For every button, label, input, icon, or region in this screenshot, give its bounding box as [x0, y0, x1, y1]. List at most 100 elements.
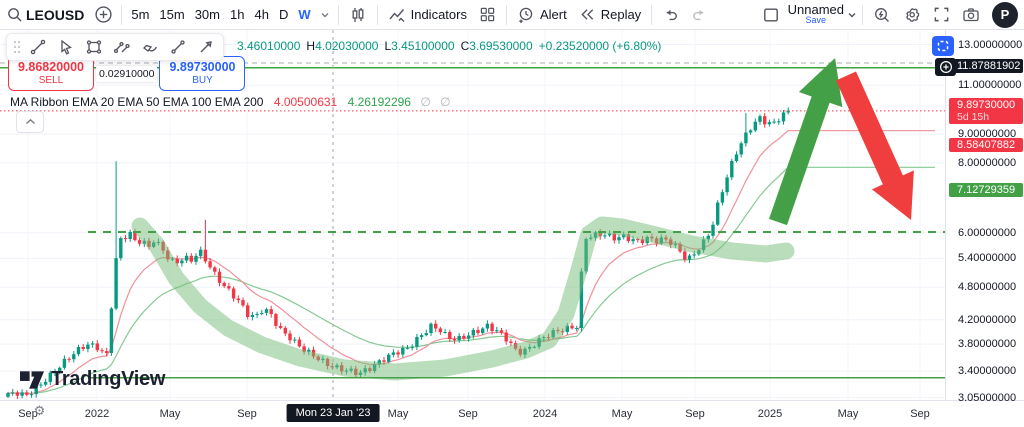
trade-panel: 9.86820000 SELL 0.02910000 9.89730000 BU… [8, 56, 246, 91]
price-badge-red: 9.89730000 5d 15h [949, 97, 1023, 124]
alert-button[interactable]: Alert [511, 3, 573, 27]
timeframe-D[interactable]: D [278, 7, 289, 22]
sell-button[interactable]: 9.86820000 SELL [8, 56, 94, 91]
settings-gear-icon[interactable] [897, 3, 927, 27]
chart-canvas[interactable] [0, 30, 945, 400]
candle-body [43, 381, 48, 385]
candle-body [509, 341, 513, 343]
price-axis-label: 13.00000000 [958, 38, 1023, 51]
add-alert-plus-button[interactable] [935, 58, 956, 76]
candle-body [302, 346, 306, 352]
parallel-channel-tool[interactable] [109, 36, 135, 58]
price-axis-label: 3.40000000 [958, 365, 1017, 378]
close-value: 3.69530000 [469, 39, 533, 53]
tradingview-logo-icon [20, 371, 45, 389]
save-label[interactable]: Save [805, 14, 827, 25]
candle-body [250, 314, 255, 317]
empty-value-icon: ∅ [440, 95, 451, 109]
undo-button[interactable] [656, 3, 685, 27]
candle-body [739, 143, 743, 155]
search-icon[interactable] [6, 6, 23, 23]
price-axis-label: 5.40000000 [958, 252, 1017, 265]
candle-body [11, 392, 15, 394]
cursor-tool[interactable] [53, 36, 79, 58]
candle-body [184, 255, 189, 261]
price-axis-label: 3.05000000 [958, 391, 1017, 404]
candle-body [396, 352, 400, 355]
timeframe-W[interactable]: W [298, 7, 311, 22]
trend-line-tool[interactable] [25, 36, 51, 58]
candle-body [730, 161, 734, 178]
candle-body [504, 332, 508, 342]
symbol-button[interactable]: LEOUSD [26, 6, 85, 23]
candle-body [758, 116, 762, 122]
drawn-arrow-down[interactable] [825, 67, 932, 230]
restore-chart-button[interactable] [932, 36, 954, 56]
brush-tool[interactable] [137, 36, 163, 58]
time-axis-label: May [837, 408, 859, 420]
top-toolbar: LEOUSD 5m 15m 30m 1h 4h D W Indicators Alert R… [0, 0, 1024, 30]
timeframe-30m[interactable]: 30m [194, 7, 220, 22]
arrow-tool[interactable] [193, 36, 219, 58]
fullscreen-icon[interactable] [927, 3, 956, 27]
plus-circle-icon [939, 60, 952, 74]
layout-name-button[interactable]: Unnamed Save [787, 1, 844, 26]
indicator-legend-row[interactable]: MA Ribbon EMA 20 EMA 50 EMA 100 EMA 200 … [10, 95, 451, 109]
candle-body [452, 339, 457, 341]
candle-body [575, 328, 579, 329]
price-axis-label: 4.20000000 [958, 313, 1017, 326]
candle-body [246, 305, 250, 317]
candle-body [419, 335, 424, 337]
alert-label: Alert [539, 7, 567, 22]
candle-body [744, 132, 748, 144]
price-axis-label: 9.00000000 [958, 128, 1017, 141]
price-axis[interactable]: 13.00000000 11.00000000 9.00000000 8.000000… [945, 30, 1024, 404]
candle-body [189, 255, 193, 262]
indicators-button[interactable]: Indicators [382, 3, 473, 27]
replay-button[interactable]: Replay [573, 3, 647, 27]
chevron-up-icon [25, 118, 35, 125]
time-axis[interactable]: Mon 23 Jan '23 Sep 2022 May Sep May Sep 2024 Ma… [0, 400, 1024, 427]
chevron-down-icon[interactable] [846, 9, 858, 21]
timeframe-1h[interactable]: 1h [230, 7, 245, 22]
timeframe-15m[interactable]: 15m [159, 7, 185, 22]
price-axis-label: 8.00000000 [958, 156, 1017, 169]
price-badge-dark: 11.87881902 [949, 59, 1023, 73]
quick-search-icon[interactable] [867, 3, 897, 27]
chart-style-icon[interactable] [343, 3, 373, 27]
chevron-down-icon[interactable] [319, 9, 331, 21]
drag-handle-icon[interactable] [11, 40, 23, 54]
price-chart[interactable] [0, 30, 945, 400]
candle-body [133, 231, 137, 241]
indicator-title: MA Ribbon EMA 20 EMA 50 EMA 100 EMA 200 [10, 95, 264, 109]
layout-panel-icon[interactable] [756, 3, 786, 27]
candle-body [293, 339, 297, 341]
timeframe-5m[interactable]: 5m [131, 7, 150, 22]
candle-body [86, 344, 90, 349]
candle-body [603, 235, 607, 237]
indicator-templates-icon[interactable] [473, 3, 502, 27]
crosshair-date-badge: Mon 23 Jan '23 [286, 404, 380, 422]
line-tool[interactable] [165, 36, 191, 58]
axis-settings-gear-icon[interactable]: ⚙ [33, 403, 46, 418]
publish-button[interactable]: P [992, 1, 1018, 28]
candle-body [481, 328, 485, 333]
candle-body [734, 154, 739, 161]
compare-add-icon[interactable] [94, 5, 113, 24]
timeframe-4h[interactable]: 4h [254, 7, 269, 22]
drawn-ribbon[interactable] [131, 216, 795, 381]
rectangle-tool[interactable] [81, 36, 107, 58]
buy-button[interactable]: 9.89730000 BUY [159, 56, 246, 91]
redo-button[interactable] [685, 3, 714, 27]
ohlc-status-row: 3.46010000 H4.02030000 L3.45100000 C3.69530… [237, 39, 661, 53]
candle-body [424, 333, 428, 336]
ema-slow-line [7, 166, 935, 394]
collapse-pane-button[interactable] [16, 111, 44, 133]
drawn-arrow-up[interactable] [756, 50, 857, 229]
price-axis-label: 4.80000000 [958, 281, 1017, 294]
layout-name: Unnamed [787, 1, 844, 17]
change-value: +0.23520000 (+6.80%) [538, 39, 662, 53]
candle-body [767, 122, 772, 125]
screenshot-camera-icon[interactable] [956, 3, 986, 27]
